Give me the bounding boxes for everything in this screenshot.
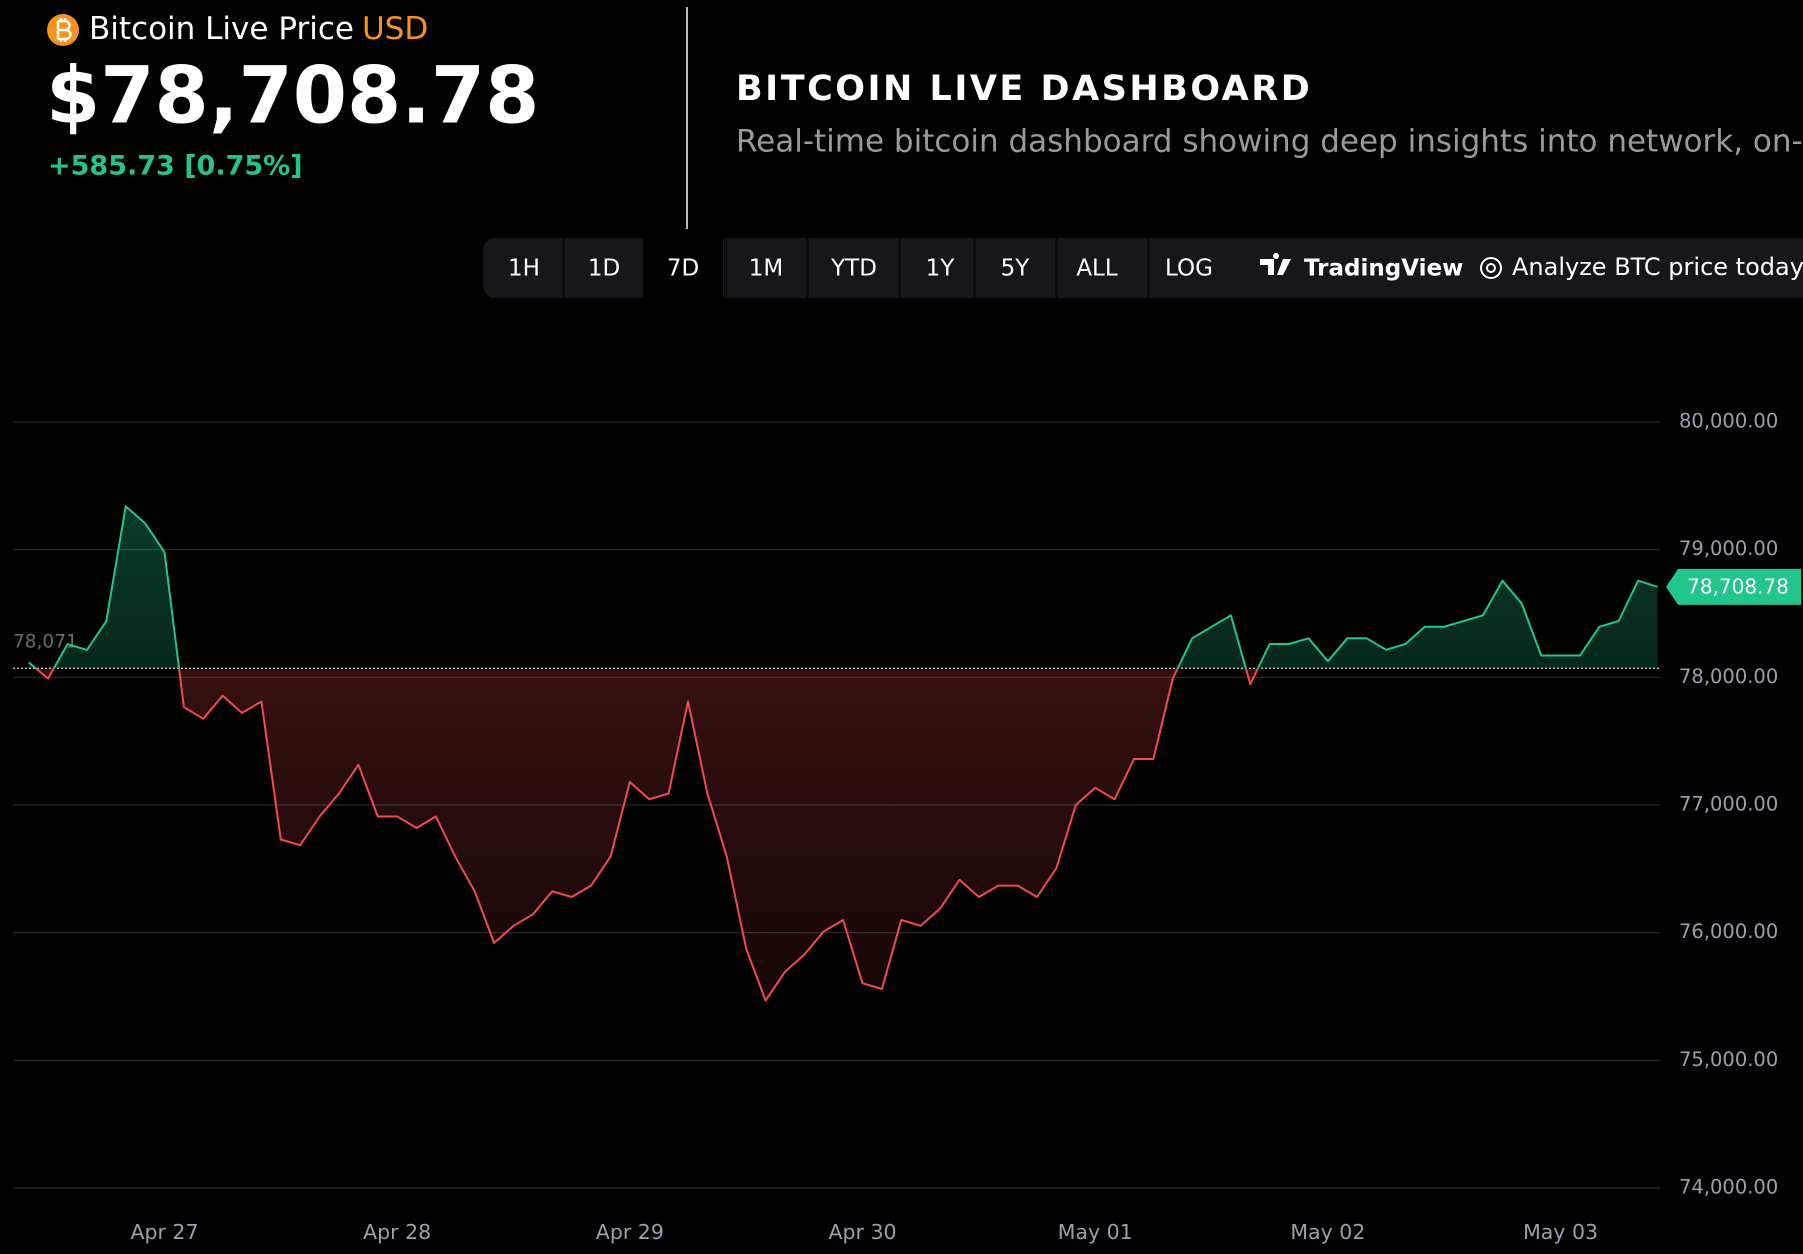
range-separator [898,238,901,298]
range-button[interactable]: YTD [830,256,877,282]
price-area [28,506,1658,1001]
range-button[interactable]: 1D [588,256,620,282]
range-button[interactable]: 1Y [926,256,956,282]
tradingview-button[interactable]: TradingView [1260,253,1463,282]
range-separator [724,238,727,298]
range-separator [1055,238,1058,298]
analyze-button[interactable]: Analyze BTC price today [1480,253,1803,281]
currency: USD [362,11,428,47]
range-button[interactable]: LOG [1165,256,1213,282]
range-separator [562,238,565,298]
y-tick-label: 79,000.00 [1679,537,1778,560]
y-tick-label: 78,000.00 [1679,665,1778,688]
x-tick-label: May 01 [1058,1220,1133,1244]
y-tick-label: 80,000.00 [1679,410,1778,433]
dashboard-subtitle: Real-time bitcoin dashboard showing deep… [736,124,1803,160]
last-price-tag [1666,568,1801,605]
tradingview-label: TradingView [1304,256,1463,282]
analyze-label: Analyze BTC price today [1512,253,1803,281]
price-change: +585.73 [0.75%] [48,151,303,182]
dashboard-title: BITCOIN LIVE DASHBOARD [736,69,1312,109]
range-button-selected[interactable] [643,238,723,298]
price: $78,708.78 [46,51,539,141]
range-button[interactable]: 1M [749,256,783,282]
range-separator [1147,238,1150,298]
range-separator [973,238,976,298]
range-button[interactable]: ALL [1076,256,1118,282]
asset-label: Bitcoin Live Price USD [89,11,428,47]
y-tick-label: 74,000.00 [1679,1176,1778,1199]
y-tick-label: 77,000.00 [1679,793,1778,816]
x-tick-label: Apr 30 [828,1220,896,1244]
x-tick-label: Apr 29 [596,1220,664,1244]
x-tick-label: Apr 28 [363,1220,431,1244]
y-tick-label: 76,000.00 [1679,920,1778,943]
baseline-label: 78,071 [13,631,78,652]
range-button[interactable]: 7D [667,256,699,282]
toolbar [483,238,1803,298]
last-price-label: 78,708.78 [1687,574,1789,598]
range-button[interactable]: 5Y [1001,256,1031,282]
range-separator [806,238,809,298]
bitcoin-icon [47,14,79,46]
x-tick-label: Apr 27 [130,1220,198,1244]
price-line [28,505,1658,1002]
range-button[interactable]: 1H [508,256,540,282]
y-tick-label: 75,000.00 [1679,1048,1778,1071]
asset-name: Bitcoin Live Price [89,11,354,47]
x-tick-label: May 03 [1523,1220,1598,1244]
x-tick-label: May 02 [1290,1220,1365,1244]
